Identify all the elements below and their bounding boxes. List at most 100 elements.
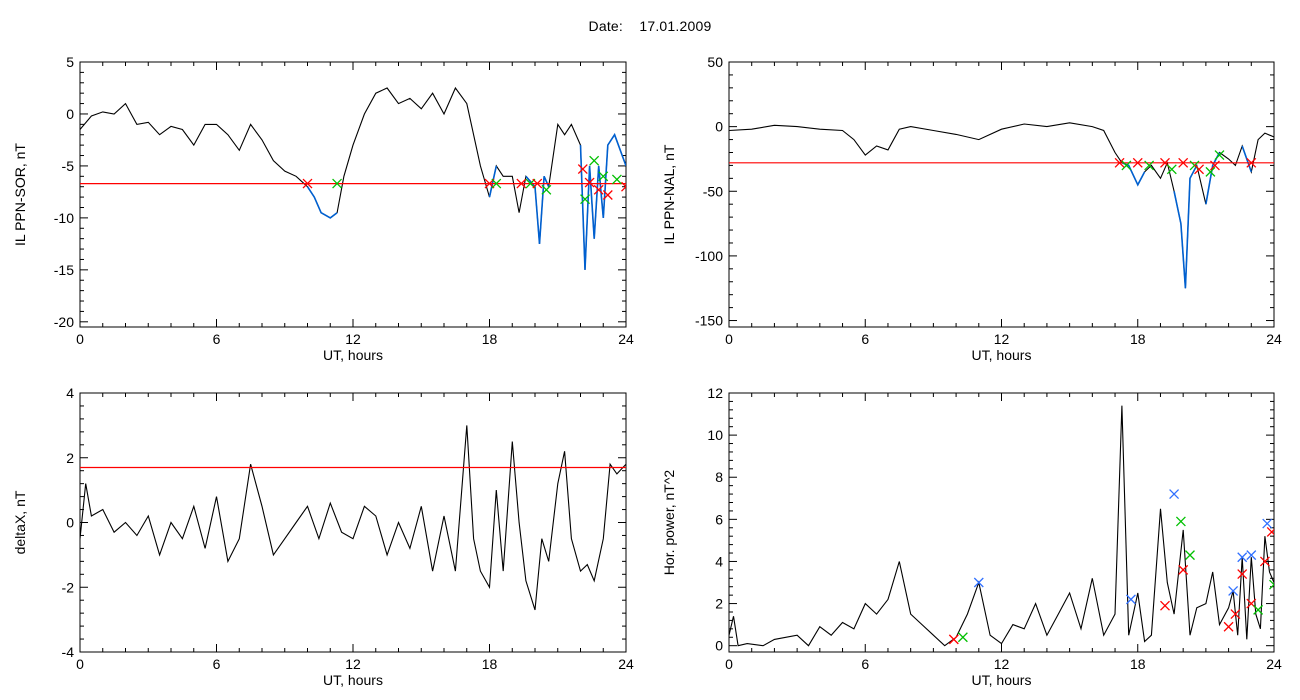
event-marker-end <box>1259 556 1270 567</box>
event-marker-end <box>577 164 588 174</box>
event-marker-peak <box>1262 518 1273 529</box>
marker-stroke <box>302 178 313 189</box>
y-tick-label: -50 <box>703 183 723 199</box>
y-tick-label: 8 <box>715 469 723 485</box>
marker-stroke <box>1205 166 1216 177</box>
marker-stroke <box>1262 518 1273 529</box>
marker-stroke <box>621 181 626 188</box>
marker-stroke <box>1253 604 1264 615</box>
y-tick-label: -2 <box>62 579 75 595</box>
excursion-segment <box>1205 152 1221 205</box>
marker-stroke <box>598 171 609 182</box>
x-axis-label: UT, hours <box>323 672 383 688</box>
marker-stroke <box>1259 556 1270 567</box>
marker-stroke <box>589 155 600 166</box>
marker-stroke <box>491 178 502 189</box>
marker-stroke <box>1160 600 1170 611</box>
x-tick-label: 0 <box>725 331 733 347</box>
marker-stroke <box>1178 564 1189 575</box>
event-marker-peak <box>1237 552 1248 563</box>
plot-frame <box>728 392 1275 653</box>
marker-stroke <box>1132 157 1143 168</box>
y-tick-label: 0 <box>715 638 723 654</box>
plot-frame <box>79 392 627 653</box>
x-tick-label: 6 <box>213 331 221 347</box>
marker-stroke <box>1246 550 1257 561</box>
marker-stroke <box>1214 150 1225 161</box>
marker-stroke <box>1175 516 1186 527</box>
x-tick-label: 18 <box>1130 331 1146 347</box>
event-marker-end <box>1160 600 1170 611</box>
y-tick-label: -100 <box>695 248 723 264</box>
event-marker-end <box>1178 564 1189 575</box>
x-axis-label: UT, hours <box>323 347 383 363</box>
event-marker-end <box>516 178 527 189</box>
x-tick-label: 6 <box>861 656 869 672</box>
event-marker-start <box>1269 579 1274 590</box>
event-marker-start <box>1185 550 1195 561</box>
event-marker-start <box>598 171 609 182</box>
x-tick-label: 0 <box>725 656 733 672</box>
event-marker-peak <box>973 577 984 588</box>
y-axis-label: deltaX, nT <box>12 490 28 554</box>
date-value: 17.01.2009 <box>639 18 712 34</box>
y-tick-label: -15 <box>54 262 74 278</box>
y-tick-label: -4 <box>62 644 75 660</box>
x-tick-label: 0 <box>76 331 84 347</box>
marker-stroke <box>1246 598 1257 609</box>
y-tick-label: 0 <box>66 106 74 122</box>
x-tick-label: 0 <box>76 656 84 672</box>
y-tick-label: 10 <box>707 427 723 443</box>
series-line-p2-0 <box>729 122 1274 289</box>
marker-stroke <box>602 190 613 200</box>
y-tick-label: 0 <box>66 515 74 531</box>
event-marker-start <box>611 174 622 185</box>
event-marker-start <box>1214 150 1225 161</box>
x-tick-label: 18 <box>1130 656 1146 672</box>
x-tick-label: 12 <box>345 331 361 347</box>
y-tick-label: 6 <box>715 511 723 527</box>
event-marker-end <box>1209 160 1220 171</box>
marker-stroke <box>1269 579 1274 586</box>
plot-area <box>729 405 1274 647</box>
event-marker-peak <box>1169 489 1180 500</box>
x-tick-label: 24 <box>618 331 634 347</box>
marker-stroke <box>1166 164 1177 175</box>
x-tick-label: 24 <box>1266 331 1282 347</box>
event-marker-end <box>1266 527 1274 537</box>
event-marker-start <box>1144 160 1155 171</box>
y-tick-label: -20 <box>54 314 74 330</box>
marker-stroke <box>611 174 622 185</box>
marker-stroke <box>1269 583 1274 590</box>
event-marker-start <box>1205 166 1216 177</box>
marker-stroke <box>1237 569 1248 580</box>
series-line-p3-0 <box>80 425 626 611</box>
marker-stroke <box>1160 157 1170 168</box>
x-tick-label: 12 <box>345 656 361 672</box>
event-marker-start <box>1121 160 1132 171</box>
y-tick-label: 50 <box>707 54 723 70</box>
x-tick-label: 18 <box>482 331 498 347</box>
y-tick-label: -5 <box>62 158 75 174</box>
event-marker-end <box>1132 157 1143 168</box>
marker-stroke <box>532 178 543 189</box>
plot-p3: 0 6 12 18 24 4 2 0 -2 -4 UT, hours deltaX, nT <box>12 385 634 688</box>
plot-frame <box>79 61 627 328</box>
marker-stroke <box>948 634 959 645</box>
marker-stroke <box>1237 552 1248 563</box>
marker-stroke <box>1169 489 1180 500</box>
y-tick-label: 5 <box>66 54 74 70</box>
marker-stroke <box>1121 160 1132 171</box>
x-tick-label: 24 <box>618 656 634 672</box>
event-marker-end <box>1237 569 1248 580</box>
event-marker-end <box>621 181 626 192</box>
event-marker-end <box>1194 164 1205 175</box>
marker-stroke <box>584 177 595 188</box>
event-marker-end <box>602 190 613 200</box>
event-marker-start <box>957 632 968 643</box>
y-tick-label: 2 <box>66 450 74 466</box>
event-marker-start <box>580 194 591 205</box>
plot-area <box>80 425 626 611</box>
event-marker-start <box>1166 164 1177 175</box>
